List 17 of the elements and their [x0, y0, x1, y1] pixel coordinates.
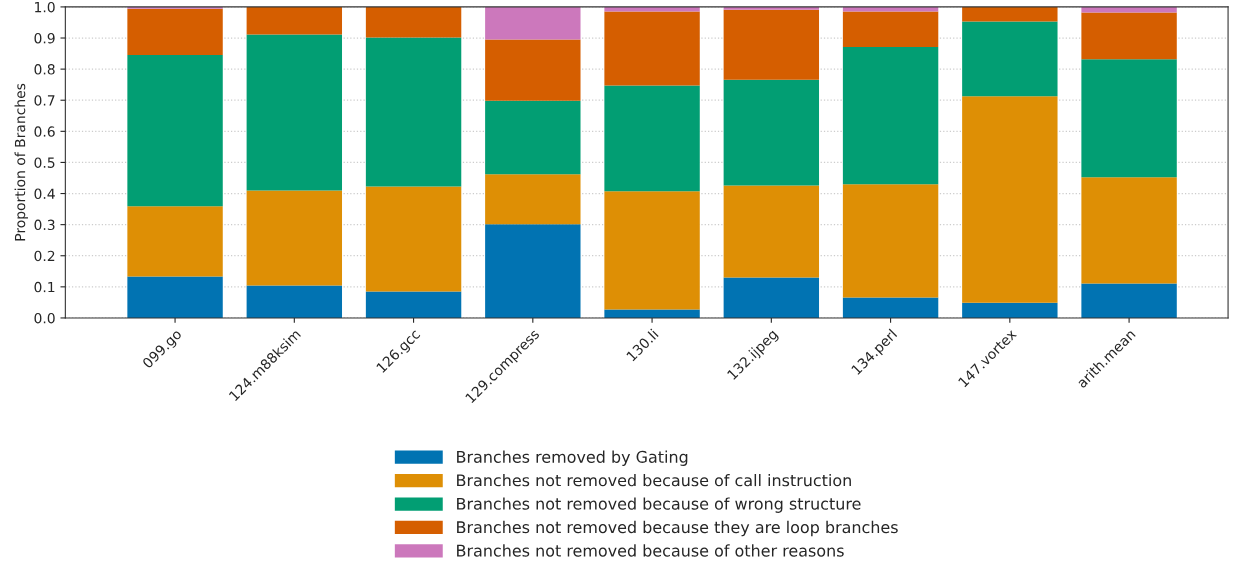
legend-label: Branches not removed because of call instruction [457, 473, 851, 487]
legend-label: Branches not removed because of other reasons [457, 544, 844, 557]
y-tick-label: 0.2 [34, 250, 55, 262]
y-tick-label: 0.7 [34, 95, 55, 106]
y-tick-label: 0.6 [34, 126, 55, 137]
y-tick-label: 1.0 [35, 1, 55, 13]
y-tick-label: 0.9 [34, 32, 55, 44]
y-tick-label: 0.8 [34, 64, 55, 75]
legend-label: Branches not removed because of wrong structure [457, 497, 861, 513]
y-axis-title: Proportion of Branches [14, 83, 28, 241]
legend-label: Branches removed by Gating [457, 450, 688, 466]
legend-label: Branches not removed because they are loop branches [457, 520, 898, 537]
y-tick-label: 0.5 [34, 157, 55, 168]
y-tick-label: 0.3 [34, 219, 55, 231]
y-tick-label: 0.0 [34, 312, 55, 324]
y-tick-label: 0.1 [34, 281, 55, 293]
y-tick-label: 0.4 [34, 188, 55, 200]
